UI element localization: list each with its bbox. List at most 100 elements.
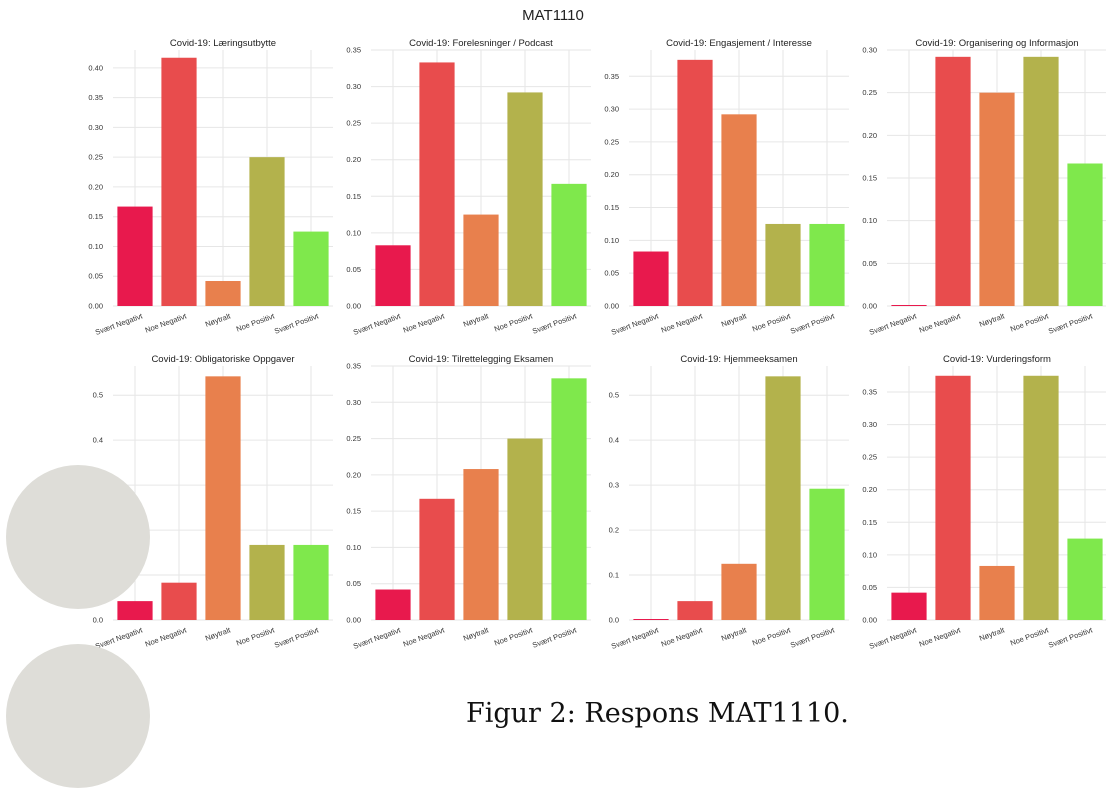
y-tick-label: 0.1 (609, 571, 619, 580)
x-tick-label: Noe Positivt (493, 311, 535, 333)
bar-2 (677, 601, 713, 620)
y-tick-label: 0.00 (862, 616, 877, 625)
decorative-circle-upper (6, 465, 150, 609)
y-tick-label: 0.10 (604, 236, 619, 245)
bar-5 (293, 544, 329, 620)
bar-3 (721, 114, 757, 306)
bar-4 (249, 544, 285, 620)
x-tick-label: Noe Negativt (402, 625, 447, 649)
x-tick-label: Noe Negativt (660, 625, 705, 649)
x-tick-label: Noe Negativt (144, 311, 189, 335)
x-tick-label: Svært Positivt (531, 625, 578, 650)
bar-5 (293, 231, 329, 306)
y-tick-label: 0.05 (604, 269, 619, 278)
y-tick-label: 0.2 (609, 526, 619, 535)
bar-1 (117, 601, 153, 620)
x-tick-label: Noe Positivt (1009, 625, 1051, 647)
bar-5 (809, 488, 845, 620)
bar-3 (463, 214, 499, 306)
chart-title: Covid-19: Engasjement / Interesse (666, 38, 812, 49)
x-tick-label: Noe Positivt (493, 625, 535, 647)
bar-2 (419, 498, 455, 620)
y-tick-label: 0.15 (862, 518, 877, 527)
y-tick-label: 0.20 (862, 485, 877, 494)
bar-5 (551, 183, 587, 306)
chart-title: Covid-19: Forelesninger / Podcast (409, 38, 553, 49)
x-tick-label: Noe Positivt (751, 625, 793, 647)
x-tick-label: Nøytralt (720, 311, 749, 329)
y-tick-label: 0.25 (346, 119, 361, 128)
y-tick-label: 0.05 (346, 579, 361, 588)
y-tick-label: 0.10 (88, 242, 103, 251)
y-tick-label: 0.00 (346, 616, 361, 625)
x-tick-label: Svært Negativt (868, 311, 919, 337)
x-tick-label: Noe Negativt (918, 311, 963, 335)
y-tick-label: 0.30 (346, 82, 361, 91)
chart-panel-4: Covid-19: Organisering og Informasjon 0.0… (862, 38, 1106, 337)
y-tick-label: 0.00 (604, 302, 619, 311)
y-tick-label: 0.20 (346, 470, 361, 479)
x-tick-label: Svært Negativt (352, 311, 403, 337)
chart-panel-1: Covid-19: Læringsutbytte 0.00 0.05 0.10 0.15… (88, 38, 333, 337)
bar-3 (721, 563, 757, 620)
x-tick-label: Noe Negativt (918, 625, 963, 649)
bar-2 (935, 56, 971, 307)
x-tick-label: Nøytralt (720, 625, 749, 643)
y-tick-label: 0.25 (604, 137, 619, 146)
x-tick-label: Svært Negativt (94, 311, 145, 337)
y-tick-label: 0.0 (93, 616, 103, 625)
bar-4 (765, 223, 801, 306)
bar-4 (507, 438, 543, 620)
y-tick-label: 0.0 (609, 616, 619, 625)
bar-4 (765, 376, 801, 620)
x-tick-label: Nøytralt (204, 311, 233, 329)
y-tick-label: 0.00 (88, 302, 103, 311)
chart-panel-7: Covid-19: Hjemmeeksamen 0.0 0.1 0.2 0.3 0.4 0.… (609, 354, 849, 651)
bar-3 (979, 92, 1015, 307)
x-tick-label: Svært Negativt (352, 625, 403, 651)
y-tick-label: 0.15 (346, 507, 361, 516)
chart-title: Covid-19: Tilrettelegging Eksamen (409, 354, 554, 365)
y-tick-label: 0.05 (88, 272, 103, 281)
x-tick-label: Noe Negativt (402, 311, 447, 335)
y-tick-label: 0.4 (609, 436, 619, 445)
x-tick-label: Noe Positivt (1009, 311, 1051, 333)
x-tick-label: Noe Negativt (144, 625, 189, 649)
decorative-circle-lower (6, 644, 150, 788)
bar-5 (809, 223, 845, 306)
x-tick-label: Nøytralt (978, 311, 1007, 329)
bar-1 (891, 305, 927, 306)
y-tick-label: 0.10 (862, 550, 877, 559)
y-tick-label: 0.30 (862, 46, 877, 55)
x-tick-label: Noe Positivt (235, 625, 277, 647)
y-tick-label: 0.35 (88, 93, 103, 102)
y-tick-label: 0.40 (88, 63, 103, 72)
x-tick-label: Svært Positivt (1047, 311, 1094, 336)
bar-1 (891, 592, 927, 620)
bar-1 (375, 589, 411, 620)
bar-2 (935, 375, 971, 620)
x-tick-label: Svært Negativt (610, 625, 661, 651)
y-tick-label: 0.20 (346, 155, 361, 164)
y-tick-label: 0.10 (346, 543, 361, 552)
y-tick-label: 0.35 (604, 72, 619, 81)
x-tick-label: Svært Negativt (868, 625, 919, 651)
y-tick-label: 0.5 (609, 391, 619, 400)
x-tick-label: Noe Positivt (235, 311, 277, 333)
y-tick-label: 0.10 (862, 216, 877, 225)
bar-3 (205, 280, 241, 306)
y-tick-label: 0.25 (346, 434, 361, 443)
chart-title: Covid-19: Obligatoriske Oppgaver (151, 354, 294, 365)
chart-panel-3: Covid-19: Engasjement / Interesse 0.00 0.0… (604, 38, 849, 337)
x-tick-label: Svært Positivt (273, 311, 320, 336)
x-tick-label: Svært Positivt (789, 625, 836, 650)
chart-title: Covid-19: Vurderingsform (943, 354, 1051, 365)
x-tick-label: Nøytralt (978, 625, 1007, 643)
bar-2 (161, 57, 197, 307)
x-tick-label: Svært Positivt (1047, 625, 1094, 650)
y-tick-label: 0.20 (862, 131, 877, 140)
y-tick-label: 0.25 (88, 153, 103, 162)
chart-panel-8: Covid-19: Vurderingsform 0.00 0.05 0.10 0.15… (862, 354, 1106, 651)
y-tick-label: 0.05 (862, 259, 877, 268)
y-tick-label: 0.35 (862, 388, 877, 397)
